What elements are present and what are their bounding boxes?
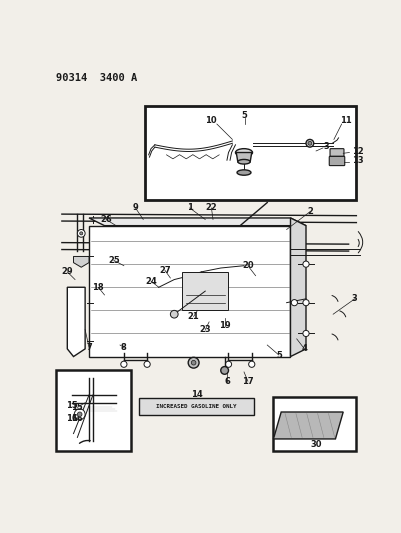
Circle shape: [77, 412, 82, 417]
Text: 3: 3: [351, 294, 357, 303]
Ellipse shape: [237, 159, 249, 164]
Text: 10: 10: [205, 116, 216, 125]
Text: 25: 25: [107, 256, 119, 265]
Text: 19: 19: [218, 321, 230, 330]
Text: 3: 3: [322, 142, 328, 151]
Text: 4: 4: [301, 344, 307, 353]
Bar: [144, 106, 355, 200]
Text: 29: 29: [61, 268, 73, 276]
Text: 26: 26: [100, 215, 111, 224]
Circle shape: [220, 367, 228, 374]
Circle shape: [302, 261, 308, 267]
Circle shape: [225, 361, 231, 367]
Polygon shape: [73, 256, 89, 267]
FancyBboxPatch shape: [328, 156, 344, 166]
Text: 15: 15: [66, 401, 77, 410]
Text: 15: 15: [71, 403, 83, 412]
Ellipse shape: [235, 149, 252, 156]
Circle shape: [77, 230, 85, 237]
Text: 12: 12: [352, 147, 363, 156]
Text: 18: 18: [92, 283, 104, 292]
Text: 7: 7: [86, 343, 92, 352]
Text: 11: 11: [339, 116, 350, 125]
Text: 6: 6: [223, 377, 229, 386]
Text: 1: 1: [186, 204, 192, 213]
Polygon shape: [290, 218, 305, 357]
Text: 22: 22: [205, 204, 217, 213]
Circle shape: [307, 141, 311, 145]
Text: 9: 9: [132, 204, 138, 213]
Text: 23: 23: [199, 325, 211, 334]
Text: 20: 20: [241, 261, 253, 270]
Circle shape: [305, 140, 313, 147]
Circle shape: [79, 232, 83, 235]
Text: 2: 2: [306, 207, 312, 216]
Circle shape: [74, 409, 85, 419]
Text: 90314  3400 A: 90314 3400 A: [56, 73, 138, 83]
Bar: [139, 398, 253, 415]
Text: 14: 14: [190, 390, 202, 399]
Circle shape: [144, 361, 150, 367]
Text: 13: 13: [352, 157, 363, 165]
Text: 17: 17: [241, 377, 253, 386]
Text: 5: 5: [241, 111, 247, 120]
Ellipse shape: [237, 170, 250, 175]
Text: 16: 16: [71, 414, 83, 423]
Polygon shape: [273, 412, 342, 439]
Circle shape: [188, 357, 198, 368]
Text: 24: 24: [145, 277, 156, 286]
Text: 16: 16: [66, 414, 77, 423]
Text: 30: 30: [310, 440, 321, 449]
Circle shape: [120, 361, 127, 367]
Circle shape: [170, 310, 178, 318]
Circle shape: [248, 361, 254, 367]
Text: 5: 5: [275, 351, 281, 360]
Circle shape: [302, 330, 308, 336]
Text: INCREASED GASOLINE ONLY: INCREASED GASOLINE ONLY: [156, 404, 236, 409]
FancyBboxPatch shape: [329, 149, 343, 156]
Circle shape: [302, 300, 308, 306]
Text: 8: 8: [121, 343, 126, 352]
Polygon shape: [89, 225, 290, 357]
Polygon shape: [67, 287, 85, 357]
Bar: [273, 397, 355, 450]
Polygon shape: [89, 218, 305, 225]
Circle shape: [191, 360, 195, 365]
Bar: [56, 370, 130, 451]
Text: 27: 27: [159, 266, 170, 275]
Bar: [182, 272, 228, 310]
Polygon shape: [236, 152, 251, 161]
Circle shape: [291, 300, 297, 306]
Text: 21: 21: [187, 312, 199, 321]
